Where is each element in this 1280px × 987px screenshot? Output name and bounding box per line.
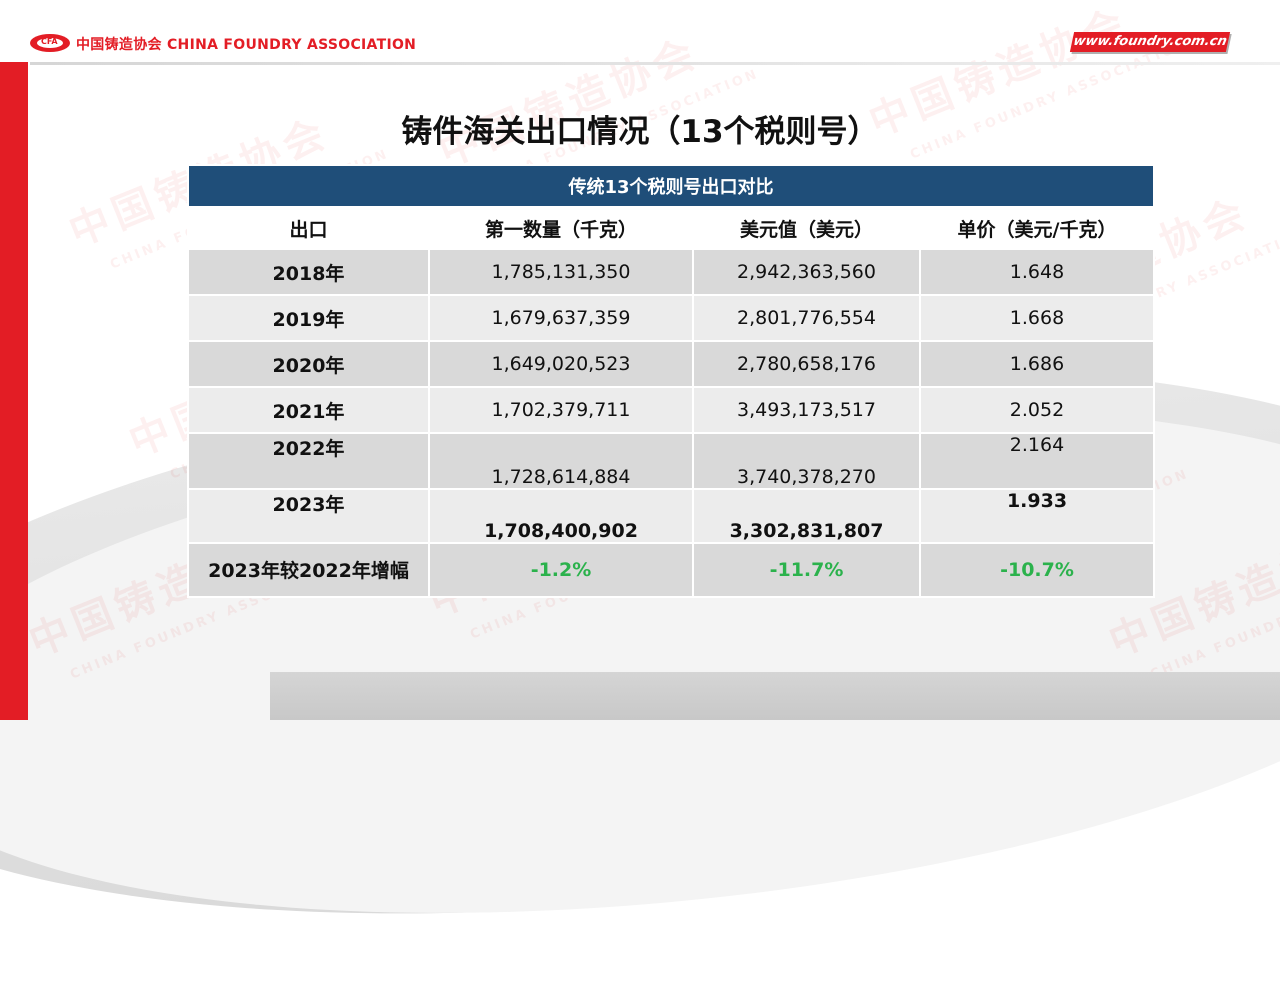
year-cell: 2022年 <box>187 432 430 490</box>
quantity-cell: 1,708,400,902 <box>428 488 694 544</box>
year-cell: 2020年 <box>187 340 430 388</box>
table-header-row: 出口 第一数量（千克） 美元值（美元） 单价（美元/千克） <box>187 206 1155 250</box>
table-caption: 传统13个税则号出口对比 <box>187 164 1155 208</box>
table-row: 2022年 1,728,614,884 3,740,378,270 2.164 <box>187 432 1155 490</box>
usd-cell: 3,493,173,517 <box>692 386 921 434</box>
table-row: 2023年 1,708,400,902 3,302,831,807 1.933 <box>187 488 1155 544</box>
column-header: 美元值（美元） <box>692 206 921 250</box>
price-cell: 1.686 <box>919 340 1155 388</box>
usd-cell: 2,942,363,560 <box>692 248 921 296</box>
usd-cell: 2,780,658,176 <box>692 340 921 388</box>
column-header: 第一数量（千克） <box>428 206 694 250</box>
price-cell: 1.933 <box>919 488 1155 544</box>
usd-cell: 3,740,378,270 <box>692 432 921 490</box>
price-cell: 1.648 <box>919 248 1155 296</box>
usd-change-cell: -11.7% <box>692 542 921 598</box>
table-row: 2019年 1,679,637,359 2,801,776,554 1.668 <box>187 294 1155 342</box>
year-cell: 2018年 <box>187 248 430 296</box>
price-cell: 1.668 <box>919 294 1155 342</box>
table-caption-row: 传统13个税则号出口对比 <box>187 164 1155 208</box>
association-name: 中国铸造协会 CHINA FOUNDRY ASSOCIATION <box>76 37 417 53</box>
change-row: 2023年较2022年增幅 -1.2% -11.7% -10.7% <box>187 542 1155 598</box>
year-cell: 2019年 <box>187 294 430 342</box>
quantity-cell: 1,702,379,711 <box>428 386 694 434</box>
table-row: 2018年 1,785,131,350 2,942,363,560 1.648 <box>187 248 1155 296</box>
change-label-cell: 2023年较2022年增幅 <box>187 542 430 598</box>
bottom-strip <box>270 672 1280 720</box>
top-divider <box>30 62 1280 65</box>
column-header: 单价（美元/千克） <box>919 206 1155 250</box>
header-band: CFA 中国铸造协会 CHINA FOUNDRY ASSOCIATION www… <box>0 28 1280 58</box>
quantity-cell: 1,679,637,359 <box>428 294 694 342</box>
slide-title: 铸件海关出口情况（13个税则号） <box>401 114 879 150</box>
table-row: 2021年 1,702,379,711 3,493,173,517 2.052 <box>187 386 1155 434</box>
column-header: 出口 <box>187 206 430 250</box>
price-cell: 2.164 <box>919 432 1155 490</box>
usd-cell: 3,302,831,807 <box>692 488 921 544</box>
quantity-cell: 1,785,131,350 <box>428 248 694 296</box>
usd-cell: 2,801,776,554 <box>692 294 921 342</box>
price-change-cell: -10.7% <box>919 542 1155 598</box>
quantity-cell: 1,728,614,884 <box>428 432 694 490</box>
year-cell: 2021年 <box>187 386 430 434</box>
cfa-logo-icon: CFA <box>30 34 70 52</box>
price-cell: 2.052 <box>919 386 1155 434</box>
left-accent-bar <box>0 62 28 720</box>
website-badge[interactable]: www.foundry.com.cn <box>1069 32 1231 52</box>
table-row: 2020年 1,649,020,523 2,780,658,176 1.686 <box>187 340 1155 388</box>
quantity-cell: 1,649,020,523 <box>428 340 694 388</box>
quantity-change-cell: -1.2% <box>428 542 694 598</box>
year-cell: 2023年 <box>187 488 430 544</box>
export-table: 传统13个税则号出口对比 出口 第一数量（千克） 美元值（美元） 单价（美元/千… <box>187 164 1155 598</box>
